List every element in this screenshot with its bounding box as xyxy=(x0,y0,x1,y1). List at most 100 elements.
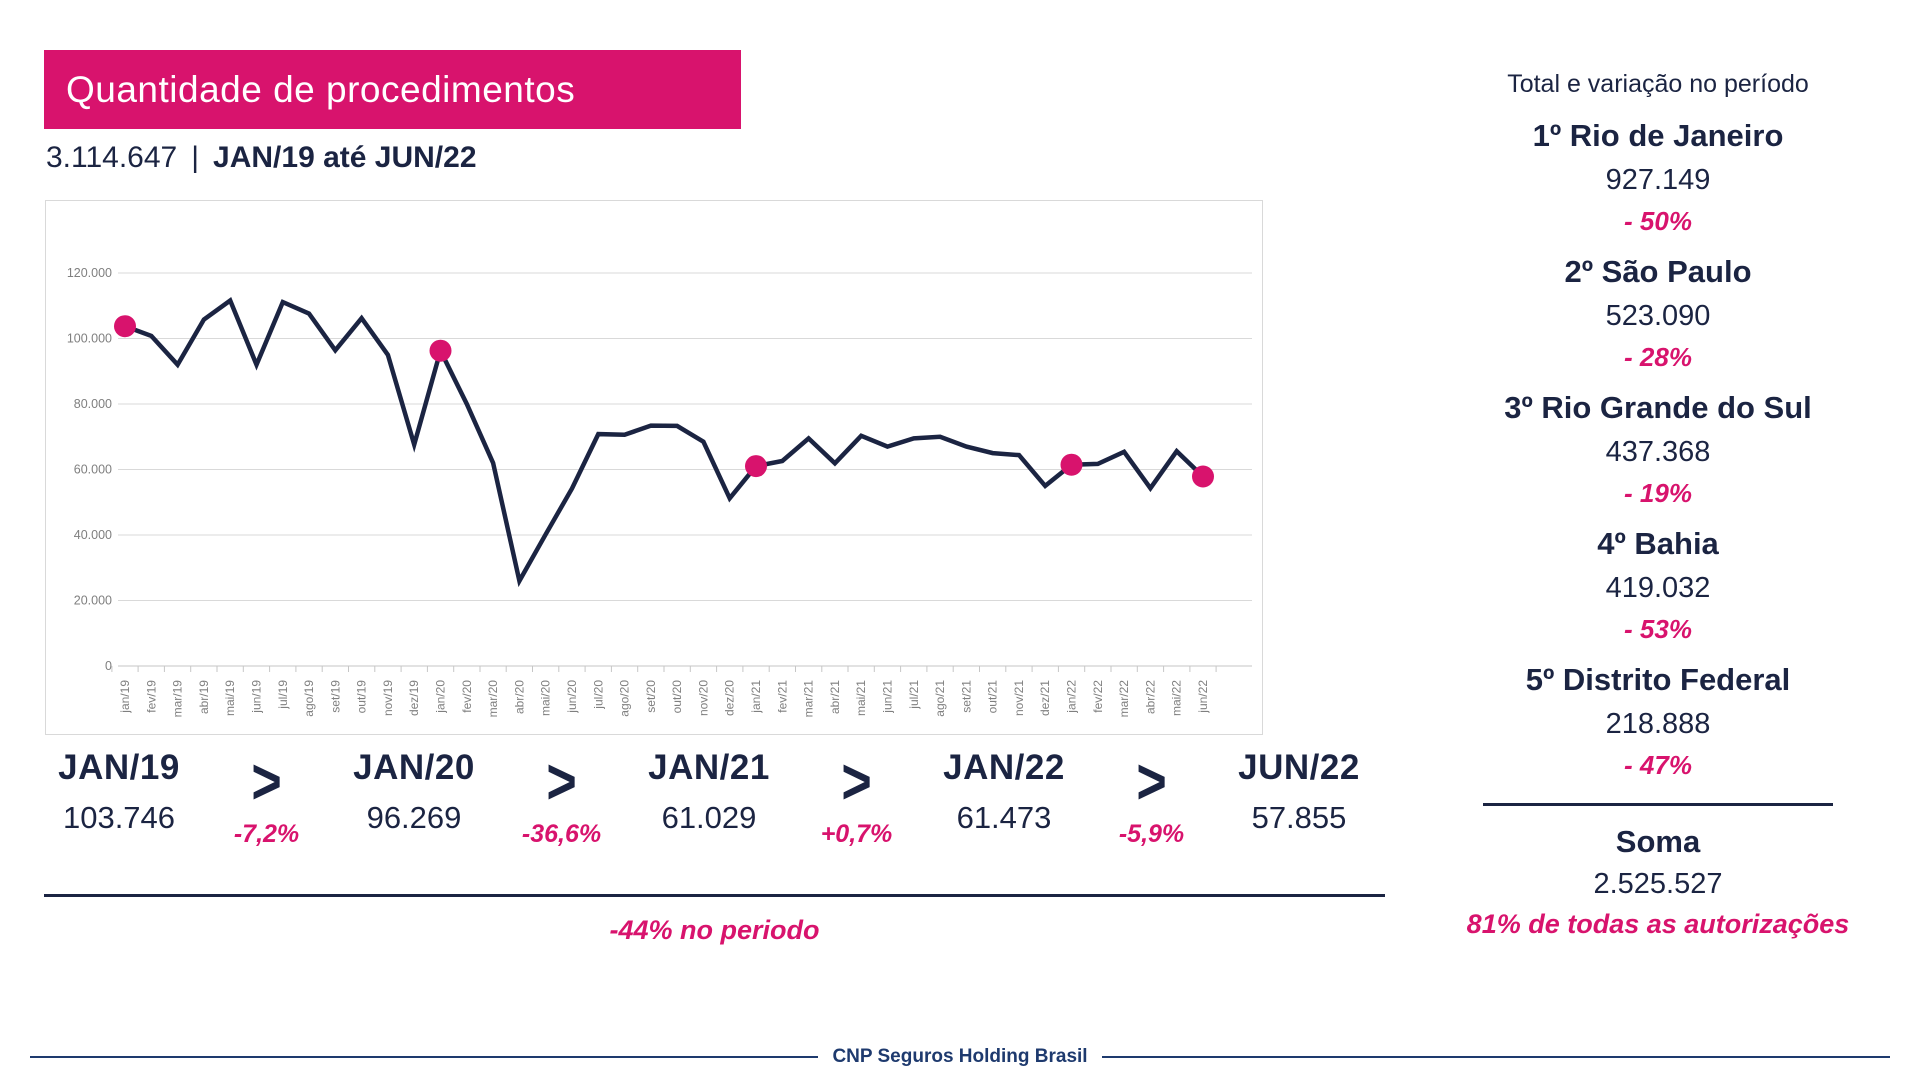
x-tick-label: nov/19 xyxy=(381,680,395,716)
x-tick-label: fev/21 xyxy=(775,680,789,713)
x-tick-label: nov/20 xyxy=(696,680,710,716)
sidebar-title: Total e variação no período xyxy=(1507,70,1809,98)
period-change: -44% no periodo xyxy=(609,915,820,945)
highlight-dot xyxy=(1192,465,1214,488)
milestone-value: 61.473 xyxy=(956,800,1052,835)
y-tick-label: 20.000 xyxy=(74,594,112,608)
x-tick-label: jul/21 xyxy=(907,680,921,710)
milestone-label: JAN/21 xyxy=(648,748,770,787)
highlight-dot xyxy=(745,455,767,478)
total-procedures: 3.114.647 xyxy=(46,141,178,174)
milestone-label: JAN/22 xyxy=(943,748,1065,787)
ranking-name: 5º Distrito Federal xyxy=(1525,662,1791,697)
chevron-right-icon: > xyxy=(1136,745,1167,819)
ranking-name: 4º Bahia xyxy=(1597,526,1719,561)
x-tick-label: jan/19 xyxy=(118,680,132,714)
ranking-value: 218.888 xyxy=(1605,708,1711,740)
milestone-value: 96.269 xyxy=(366,800,462,835)
x-tick-label: out/20 xyxy=(670,680,684,714)
chevron-right-icon: > xyxy=(251,745,282,819)
x-tick-label: abr/22 xyxy=(1143,680,1157,714)
x-tick-label: jun/22 xyxy=(1196,680,1210,714)
ranking-entry: 5º Distrito Federal 218.888 - 47% xyxy=(1458,661,1858,781)
x-tick-label: jun/20 xyxy=(565,680,579,714)
x-axis-labels: jan/19 fev/19 mar/19 abr/19 mai/19 jun/19 jul/… xyxy=(118,680,1210,718)
ranking-change: - 53% xyxy=(1624,614,1692,644)
footer-rule-left xyxy=(30,1056,819,1058)
chevron-right-icon: > xyxy=(546,745,577,819)
ranking-entry: 3º Rio Grande do Sul 437.368 - 19% xyxy=(1458,389,1858,509)
x-tick-label: dez/19 xyxy=(407,680,421,716)
ranking-value: 927.149 xyxy=(1605,164,1711,196)
milestone-value: 103.746 xyxy=(62,800,176,835)
y-tick-label: 40.000 xyxy=(74,528,112,542)
date-range: JAN/19 até JUN/22 xyxy=(213,141,477,174)
y-tick-label: 100.000 xyxy=(67,332,112,346)
highlight-dot xyxy=(114,315,136,338)
ranking-name: 1º Rio de Janeiro xyxy=(1532,118,1784,153)
ranking-entry: 1º Rio de Janeiro 927.149 - 50% xyxy=(1458,117,1858,237)
change-percent: -36,6% xyxy=(521,820,602,848)
x-tick-label: nov/21 xyxy=(1012,680,1026,716)
x-tick-label: jun/19 xyxy=(250,680,264,714)
milestone-label: JAN/19 xyxy=(58,748,180,787)
line-chart: 0 20.000 40.000 60.000 80.000 100.000 120.000 j… xyxy=(45,200,1263,735)
milestone-jan-20: JAN/20 96.269 xyxy=(339,748,489,836)
x-tick-label: jan/22 xyxy=(1065,680,1079,714)
milestone-label: JAN/20 xyxy=(353,748,475,787)
ranking-change: - 50% xyxy=(1624,206,1692,236)
x-tick-label: mai/21 xyxy=(854,680,868,716)
x-tick-label: out/21 xyxy=(986,680,1000,714)
x-tick-label: ago/21 xyxy=(933,680,947,717)
x-tick-label: jan/21 xyxy=(749,680,763,714)
change-percent: +0,7% xyxy=(820,820,893,848)
x-tick-label: ago/19 xyxy=(302,680,316,717)
milestone-jan-22: JAN/22 61.473 xyxy=(929,748,1079,836)
y-tick-label: 60.000 xyxy=(74,463,112,477)
milestone-label: JUN/22 xyxy=(1238,748,1360,787)
ranking-change: - 47% xyxy=(1624,750,1692,780)
highlight-dots xyxy=(114,315,1214,488)
ranking-name: 3º Rio Grande do Sul xyxy=(1504,390,1812,425)
subtitle: 3.114.647 | JAN/19 até JUN/22 xyxy=(46,141,477,175)
milestone-jun-22: JUN/22 57.855 xyxy=(1224,748,1374,836)
sidebar-divider xyxy=(1483,803,1833,806)
ranking-change: - 19% xyxy=(1624,478,1692,508)
x-tick-label: jul/19 xyxy=(276,680,290,710)
ranking-value: 523.090 xyxy=(1605,300,1711,332)
milestone-jan-21: JAN/21 61.029 xyxy=(634,748,784,836)
summary-divider xyxy=(44,894,1385,897)
x-tick-label: abr/19 xyxy=(197,680,211,714)
change-block: > +0,7% xyxy=(802,745,912,849)
data-line xyxy=(124,297,1205,588)
x-tick-label: dez/20 xyxy=(723,680,737,716)
soma-value: 2.525.527 xyxy=(1593,868,1723,900)
x-tick-label: mai/22 xyxy=(1170,680,1184,716)
change-percent: -5,9% xyxy=(1118,820,1185,848)
x-tick-label: mar/22 xyxy=(1117,680,1131,718)
x-tick-label: jun/21 xyxy=(881,680,895,714)
change-block: > -5,9% xyxy=(1097,745,1207,849)
x-tick-label: mar/20 xyxy=(486,680,500,718)
footer-brand: CNP Seguros Holding Brasil xyxy=(832,1046,1088,1067)
x-tick-label: set/19 xyxy=(328,680,342,713)
x-tick-label: jan/20 xyxy=(434,680,448,714)
y-tick-label: 80.000 xyxy=(74,397,112,411)
x-tick-label: ago/20 xyxy=(618,680,632,717)
gridlines xyxy=(118,272,1252,667)
page-title-banner: Quantidade de procedimentos xyxy=(44,50,741,129)
chevron-right-icon: > xyxy=(841,745,872,819)
x-tick-label: set/20 xyxy=(644,680,658,713)
milestone-value: 57.855 xyxy=(1251,800,1347,835)
soma-label: Soma xyxy=(1615,824,1701,859)
line-chart-svg: 0 20.000 40.000 60.000 80.000 100.000 120.000 j… xyxy=(67,266,1252,718)
footer: CNP Seguros Holding Brasil xyxy=(30,1046,1891,1068)
x-tick-label: jul/20 xyxy=(591,680,605,710)
sidebar-entries: 1º Rio de Janeiro 927.149 - 50% 2º São Paul… xyxy=(1458,117,1858,781)
page-title: Quantidade de procedimentos xyxy=(66,68,576,110)
x-tick-label: mai/20 xyxy=(539,680,553,716)
milestone-summary-row: JAN/19 103.746 > -7,2% JAN/20 96.269 > -36,6% JA… xyxy=(44,745,1374,849)
ranking-entry: 2º São Paulo 523.090 - 28% xyxy=(1458,253,1858,373)
x-tick-label: abr/20 xyxy=(512,680,526,714)
highlight-dot xyxy=(429,339,452,362)
